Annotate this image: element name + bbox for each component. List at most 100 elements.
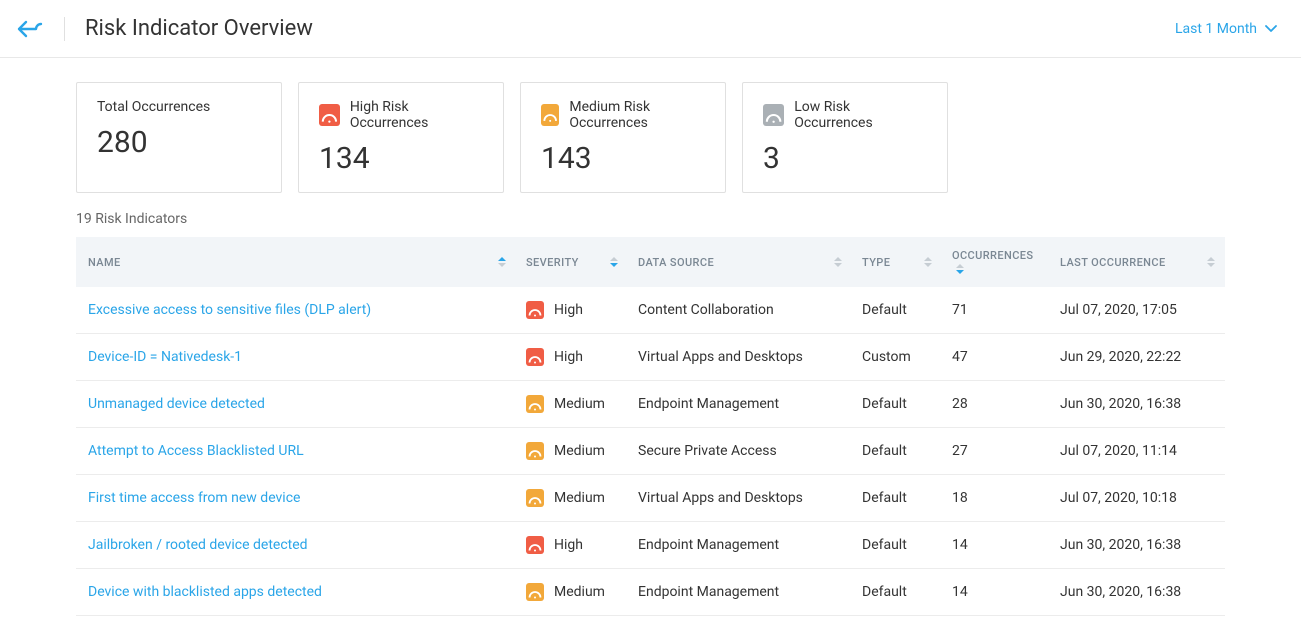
table-row: Jailbroken / rooted device detected High E… [76,522,1225,569]
card-medium-value: 143 [541,141,705,176]
card-medium: Medium Risk Occurrences 143 [520,82,726,193]
col-severity[interactable]: SEVERITY [516,237,628,287]
gauge-high-icon [526,301,544,319]
last-occurrence-cell: Jul 07, 2020, 10:18 [1050,475,1225,522]
severity-label: High [554,302,583,318]
last-occurrence-cell: Jun 30, 2020, 16:38 [1050,569,1225,616]
indicator-count: 19 Risk Indicators [76,211,1225,227]
table-body: Excessive access to sensitive files (DLP… [76,287,1225,616]
table-row: Excessive access to sensitive files (DLP… [76,287,1225,334]
data-source-cell: Virtual Apps and Desktops [628,334,852,381]
indicator-link[interactable]: Unmanaged device detected [88,396,265,412]
indicator-link[interactable]: First time access from new device [88,490,300,506]
col-occurrences[interactable]: OCCURRENCES [942,237,1050,287]
type-cell: Default [852,381,942,428]
gauge-high-icon [319,104,340,126]
table-row: Device-ID = Nativedesk-1 High Virtual Apps… [76,334,1225,381]
last-occurrence-cell: Jul 07, 2020, 17:05 [1050,287,1225,334]
card-total-value: 280 [97,125,261,160]
data-source-cell: Endpoint Management [628,381,852,428]
occurrences-cell: 14 [942,569,1050,616]
card-medium-label: Medium Risk Occurrences [569,99,705,131]
gauge-medium-icon [526,395,544,413]
type-cell: Default [852,475,942,522]
table-row: Device with blacklisted apps detected Med… [76,569,1225,616]
col-last-occurrence[interactable]: LAST OCCURRENCE [1050,237,1225,287]
gauge-medium-icon [526,442,544,460]
sort-icon [1207,257,1215,267]
card-low: Low Risk Occurrences 3 [742,82,948,193]
table-row: Attempt to Access Blacklisted URL Medium S… [76,428,1225,475]
sort-icon [956,264,964,274]
card-high-label: High Risk Occurrences [350,99,483,131]
col-severity-label: SEVERITY [526,256,579,269]
gauge-high-icon [526,348,544,366]
chevron-down-icon [1265,25,1277,33]
table-header-row: NAME SEVERITY DATA SOURCE [76,237,1225,287]
occurrences-cell: 27 [942,428,1050,475]
severity-label: Medium [554,490,605,506]
type-cell: Default [852,428,942,475]
back-arrow-icon [16,19,44,39]
table-row: First time access from new device Medium V… [76,475,1225,522]
indicator-link[interactable]: Attempt to Access Blacklisted URL [88,443,304,459]
card-low-label: Low Risk Occurrences [794,99,927,131]
gauge-medium-icon [541,104,559,126]
page-header: Risk Indicator Overview Last 1 Month [0,0,1301,58]
card-total-label: Total Occurrences [97,99,210,115]
indicator-link[interactable]: Device-ID = Nativedesk-1 [88,349,242,365]
gauge-low-icon [763,104,784,126]
severity-label: High [554,349,583,365]
card-high-value: 134 [319,141,483,176]
severity-label: High [554,537,583,553]
summary-cards: Total Occurrences 280 High Risk Occurren… [76,82,1225,193]
occurrences-cell: 28 [942,381,1050,428]
occurrences-cell: 14 [942,522,1050,569]
col-data-source[interactable]: DATA SOURCE [628,237,852,287]
sort-icon [610,257,618,267]
last-occurrence-cell: Jun 30, 2020, 16:38 [1050,381,1225,428]
col-last-label: LAST OCCURRENCE [1060,256,1166,269]
sort-icon [924,257,932,267]
time-range-label: Last 1 Month [1175,21,1257,37]
last-occurrence-cell: Jun 29, 2020, 22:22 [1050,334,1225,381]
severity-label: Medium [554,396,605,412]
page-title: Risk Indicator Overview [85,16,313,41]
occurrences-cell: 47 [942,334,1050,381]
type-cell: Default [852,569,942,616]
header-left: Risk Indicator Overview [16,16,313,41]
col-type[interactable]: TYPE [852,237,942,287]
card-low-value: 3 [763,141,927,176]
col-name-label: NAME [88,256,121,269]
occurrences-cell: 71 [942,287,1050,334]
col-name[interactable]: NAME [76,237,516,287]
sort-icon [498,257,506,267]
content: Total Occurrences 280 High Risk Occurren… [0,58,1301,640]
col-data-source-label: DATA SOURCE [638,256,714,269]
indicator-link[interactable]: Excessive access to sensitive files (DLP… [88,302,371,318]
data-source-cell: Endpoint Management [628,569,852,616]
header-divider [64,17,65,41]
gauge-medium-icon [526,489,544,507]
severity-label: Medium [554,443,605,459]
last-occurrence-cell: Jul 07, 2020, 11:14 [1050,428,1225,475]
last-occurrence-cell: Jun 30, 2020, 16:38 [1050,522,1225,569]
type-cell: Default [852,287,942,334]
table-row: Unmanaged device detected Medium Endpoint … [76,381,1225,428]
type-cell: Custom [852,334,942,381]
occurrences-cell: 18 [942,475,1050,522]
data-source-cell: Virtual Apps and Desktops [628,475,852,522]
data-source-cell: Endpoint Management [628,522,852,569]
time-range-dropdown[interactable]: Last 1 Month [1175,21,1277,37]
card-total: Total Occurrences 280 [76,82,282,193]
indicator-link[interactable]: Device with blacklisted apps detected [88,584,322,600]
sort-icon [834,257,842,267]
severity-label: Medium [554,584,605,600]
data-source-cell: Secure Private Access [628,428,852,475]
data-source-cell: Content Collaboration [628,287,852,334]
type-cell: Default [852,522,942,569]
col-occurrences-label: OCCURRENCES [952,249,1033,262]
back-button[interactable] [16,19,44,39]
indicators-table: NAME SEVERITY DATA SOURCE [76,237,1225,616]
indicator-link[interactable]: Jailbroken / rooted device detected [88,537,308,553]
